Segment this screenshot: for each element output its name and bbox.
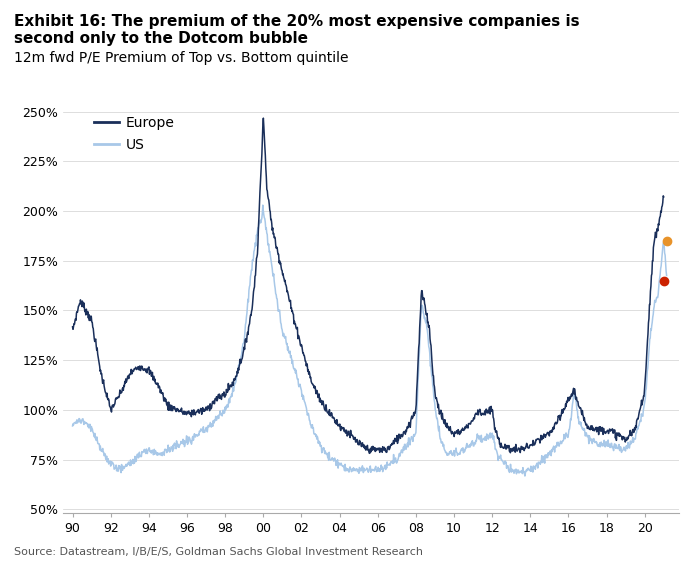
Legend: Europe, US: Europe, US (88, 111, 181, 158)
Text: second only to the Dotcom bubble: second only to the Dotcom bubble (14, 31, 308, 46)
Text: Exhibit 16: The premium of the 20% most expensive companies is: Exhibit 16: The premium of the 20% most … (14, 14, 580, 29)
Text: Source: Datastream, I/B/E/S, Goldman Sachs Global Investment Research: Source: Datastream, I/B/E/S, Goldman Sac… (14, 547, 423, 557)
Text: 12m fwd P/E Premium of Top vs. Bottom quintile: 12m fwd P/E Premium of Top vs. Bottom qu… (14, 51, 349, 65)
